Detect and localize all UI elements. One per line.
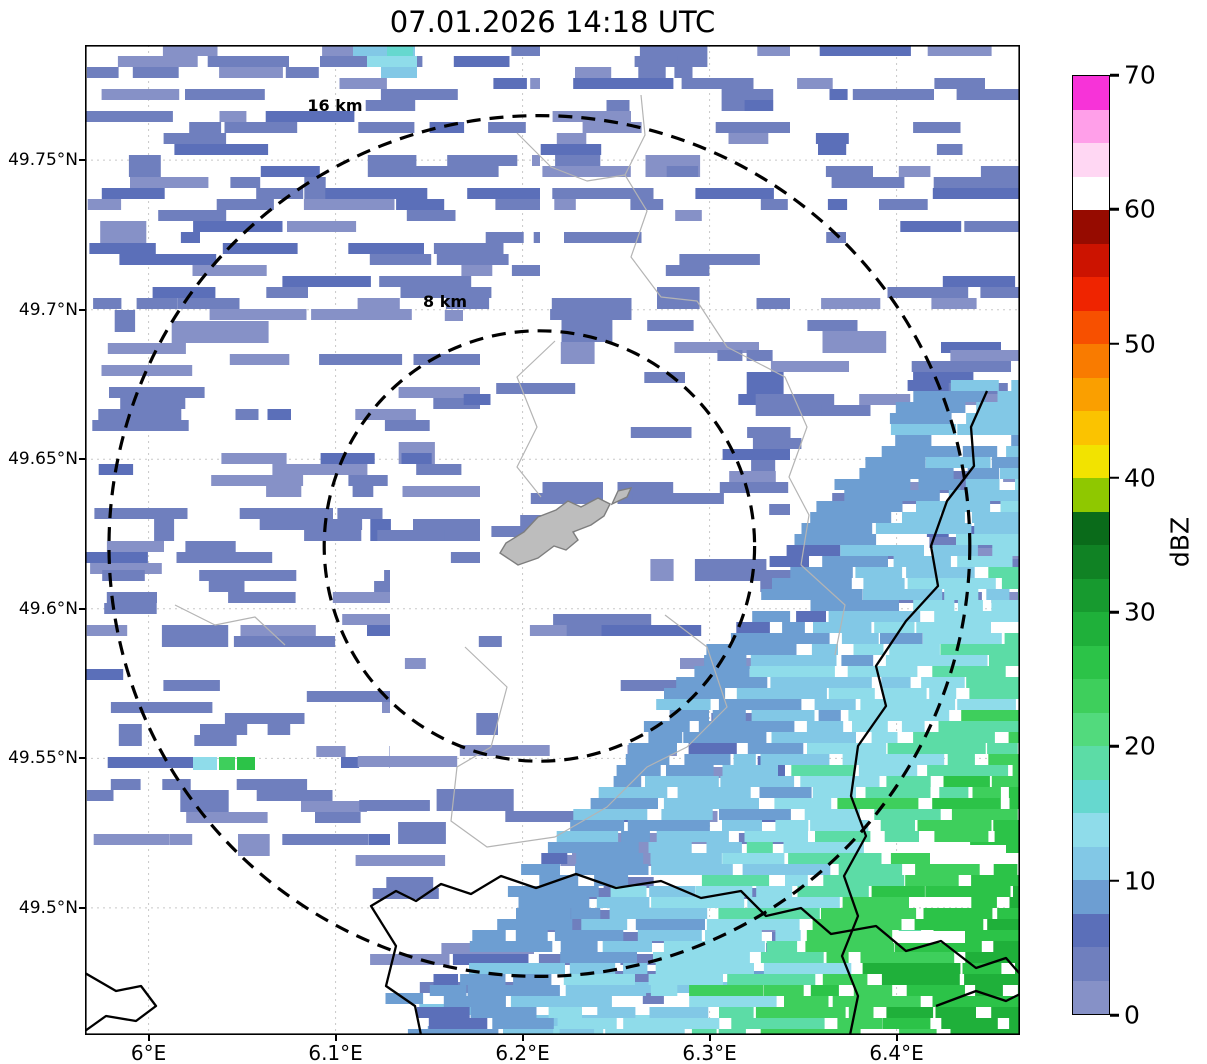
- x-tick-mark: [334, 1035, 337, 1041]
- colorbar-tick-mark: [1110, 1013, 1119, 1017]
- y-tick-label: 49.7°N: [18, 299, 78, 320]
- y-tick-mark: [79, 159, 85, 162]
- y-tick-mark: [79, 607, 85, 610]
- y-tick-mark: [79, 757, 85, 760]
- x-tick-mark: [147, 1035, 150, 1041]
- colorbar-tick-label: 30: [1124, 597, 1156, 627]
- colorbar-tick-mark: [1110, 745, 1119, 748]
- y-tick-label: 49.65°N: [8, 449, 78, 470]
- plot-frame: [85, 45, 1020, 1035]
- colorbar-tick-mark: [1110, 476, 1119, 480]
- colorbar-tick-mark: [1110, 610, 1119, 614]
- colorbar: [1072, 75, 1110, 1015]
- x-tick-label: 6.1°E: [308, 1041, 363, 1064]
- country-border-line: [935, 989, 1020, 1008]
- colorbar-tick-label: 10: [1124, 866, 1156, 896]
- colorbar-tick-label: 0: [1124, 1000, 1140, 1030]
- y-tick-mark: [79, 458, 85, 461]
- x-tick-mark: [708, 1035, 711, 1041]
- y-tick-label: 49.6°N: [18, 598, 78, 619]
- x-tick-mark: [895, 1035, 898, 1041]
- colorbar-label: dBZ: [1165, 516, 1195, 568]
- chart-title: 07.01.2026 14:18 UTC: [389, 5, 716, 39]
- colorbar-tick-label: 70: [1124, 60, 1156, 90]
- x-tick-label: 6°E: [130, 1041, 167, 1064]
- colorbar-tick-mark: [1110, 73, 1119, 77]
- colorbar-tick-mark: [1110, 342, 1119, 345]
- colorbar-segments: [1073, 76, 1109, 1014]
- colorbar-tick-mark: [1110, 208, 1119, 211]
- colorbar-tick-mark: [1110, 879, 1119, 882]
- y-tick-label: 49.55°N: [8, 748, 78, 769]
- x-tick-label: 6.3°E: [682, 1041, 737, 1064]
- range-ring-label: 8 km: [423, 292, 467, 311]
- colorbar-tick-label: 40: [1124, 463, 1156, 493]
- urban-area-polygon: [610, 487, 633, 506]
- y-tick-label: 49.75°N: [8, 150, 78, 171]
- range-ring-label: 16 km: [307, 96, 362, 115]
- range-ring-8km: [322, 329, 757, 763]
- colorbar-tick-label: 20: [1124, 731, 1156, 761]
- urban-area-polygon: [499, 497, 611, 566]
- y-tick-label: 49.5°N: [18, 897, 78, 918]
- x-tick-label: 6.4°E: [869, 1041, 924, 1064]
- x-tick-mark: [521, 1035, 524, 1041]
- map-boundary-layer: [85, 94, 1020, 1035]
- colorbar-tick-label: 50: [1124, 329, 1156, 359]
- colorbar-tick-label: 60: [1124, 194, 1156, 224]
- x-tick-label: 6.2°E: [495, 1041, 550, 1064]
- radar-map-canvas: 8 km 16 km: [85, 45, 1020, 1035]
- range-rings-layer: 8 km 16 km: [107, 96, 972, 978]
- country-border-line: [369, 872, 1020, 1035]
- map-plot-area: 8 km 16 km: [85, 45, 1020, 1035]
- range-ring-16km: [107, 114, 972, 978]
- y-tick-mark: [79, 308, 85, 311]
- y-tick-mark: [79, 906, 85, 909]
- country-border-line: [85, 972, 158, 1032]
